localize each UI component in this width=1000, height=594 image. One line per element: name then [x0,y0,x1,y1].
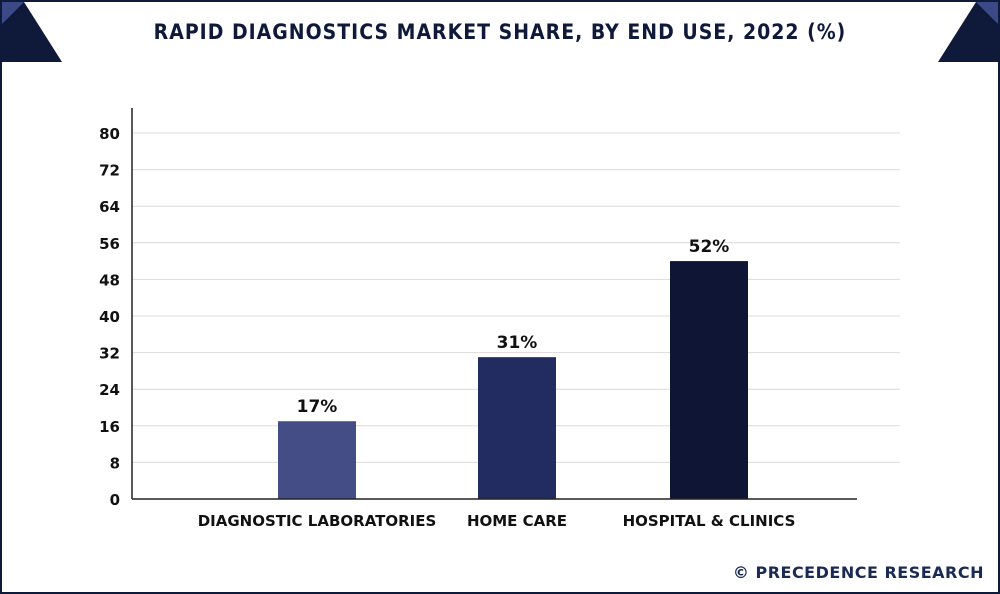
corner-accent-left [2,2,24,24]
y-tick-label: 0 [110,491,120,509]
y-axis-ticks: 0 8 16 24 32 40 48 56 64 72 80 [99,125,120,509]
title-banner: RAPID DIAGNOSTICS MARKET SHARE, BY END U… [2,2,998,62]
x-category-label: HOSPITAL & CLINICS [623,512,796,530]
y-tick-label: 16 [99,418,120,436]
y-tick-label: 56 [99,235,120,253]
y-tick-label: 24 [99,381,120,399]
y-tick-label: 64 [99,198,120,216]
category-labels: DIAGNOSTIC LABORATORIES HOME CARE HOSPITAL… [198,512,796,530]
data-labels: 17% 31% 52% [297,237,730,417]
banner-decoration [2,2,998,62]
x-category-label: HOME CARE [467,512,567,530]
bar-value-label: 17% [297,397,338,417]
y-tick-label: 72 [99,162,120,180]
y-tick-label: 80 [99,125,120,143]
y-tick-label: 48 [99,271,120,289]
chart-title: RAPID DIAGNOSTICS MARKET SHARE, BY END U… [153,20,847,44]
y-tick-label: 8 [110,454,120,472]
title-plate [24,2,976,62]
y-tick-label: 32 [99,345,120,363]
source-credit: © PRECEDENCE RESEARCH [732,563,984,582]
bar-value-label: 31% [497,333,538,353]
corner-accent-right [976,2,998,24]
bar [670,261,748,499]
y-tick-label: 40 [99,308,120,326]
bar [478,357,556,499]
x-category-label: DIAGNOSTIC LABORATORIES [198,512,437,530]
bar-value-label: 52% [689,237,730,257]
bars [278,261,748,499]
bar [278,421,356,499]
